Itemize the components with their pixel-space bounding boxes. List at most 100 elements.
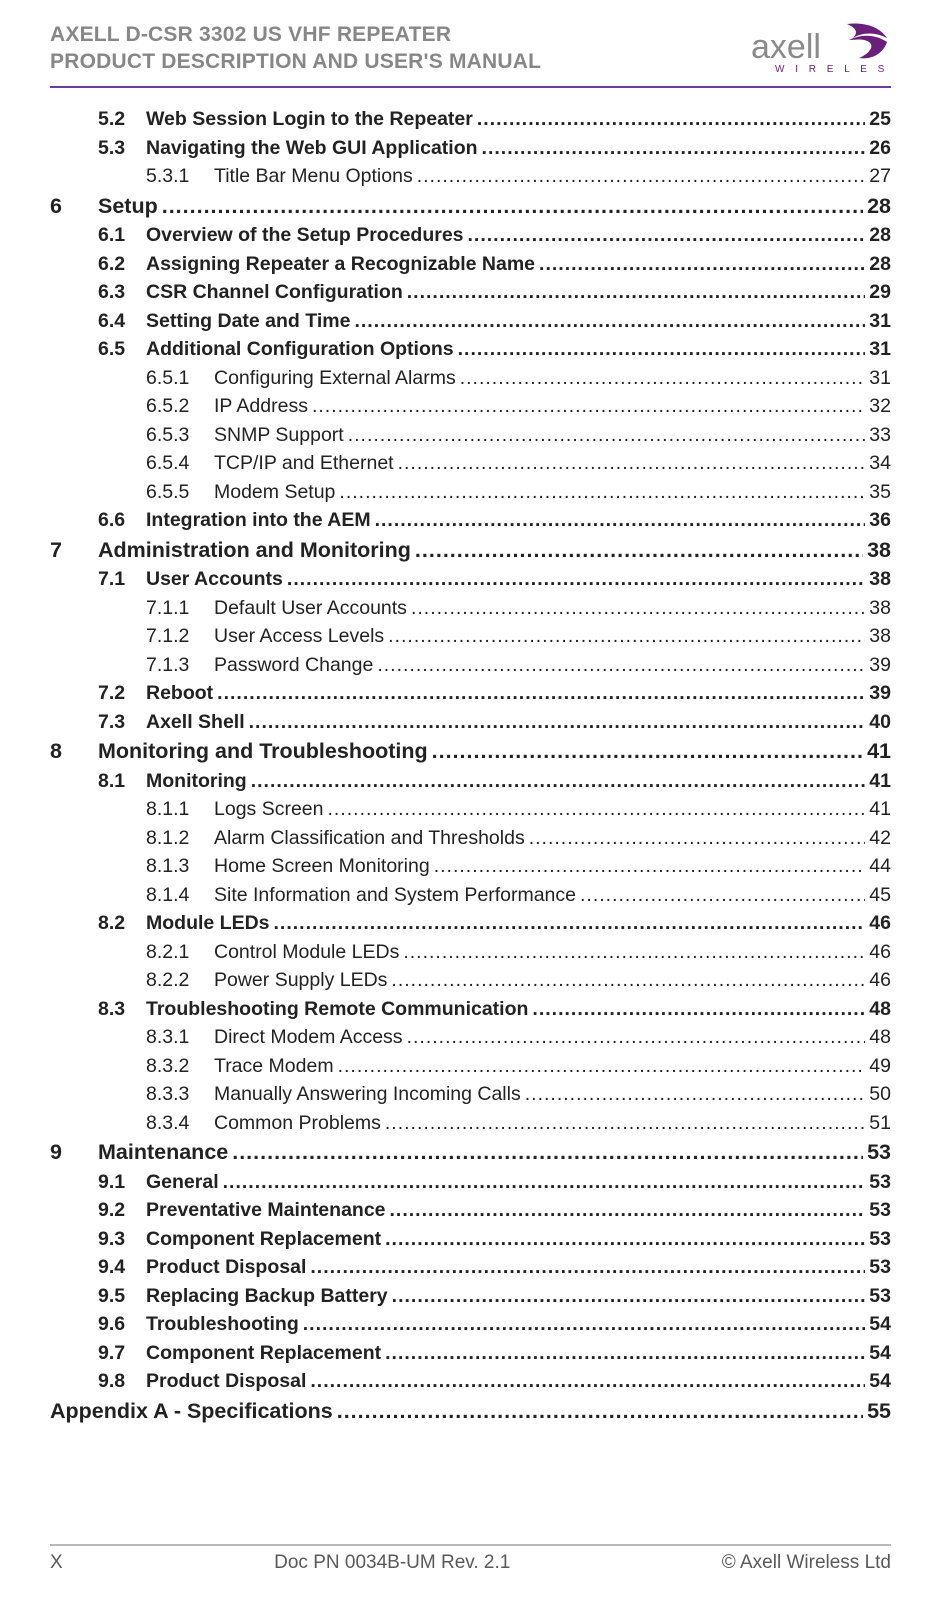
toc-leader-dots	[434, 857, 866, 877]
toc-entry: 5.2Web Session Login to the Repeater25	[50, 110, 891, 130]
toc-leader-dots	[348, 426, 866, 446]
toc-entry-title: Monitoring and Troubleshooting	[98, 741, 428, 763]
toc-entry-title: Assigning Repeater a Recognizable Name	[146, 255, 535, 275]
toc-entry: 6.5.5Modem Setup35	[50, 483, 891, 503]
toc-entry-page: 35	[869, 483, 891, 503]
toc-entry-title: TCP/IP and Ethernet	[214, 454, 394, 474]
toc-entry: 6.5.1Configuring External Alarms31	[50, 369, 891, 389]
toc-entry-title: Home Screen Monitoring	[214, 857, 430, 877]
toc-entry: 6.1Overview of the Setup Procedures28	[50, 226, 891, 246]
toc-entry-number: 6.5.2	[146, 397, 214, 417]
toc-entry-page: 48	[869, 1000, 891, 1020]
toc-entry-page: 42	[869, 829, 891, 849]
toc-entry-title: Default User Accounts	[214, 599, 407, 619]
toc-entry-title: Password Change	[214, 656, 373, 676]
toc-entry-title: Component Replacement	[146, 1230, 381, 1250]
toc-entry: 6.2Assigning Repeater a Recognizable Nam…	[50, 255, 891, 275]
toc-entry: 9.8Product Disposal54	[50, 1372, 891, 1392]
toc-entry-number: 6	[50, 196, 98, 218]
toc-entry-title: Direct Modem Access	[214, 1028, 403, 1048]
toc-entry: 9.5Replacing Backup Battery53	[50, 1287, 891, 1307]
toc-entry-number: 5.3.1	[146, 167, 214, 187]
toc-entry-page: 46	[869, 971, 891, 991]
header-line-2: PRODUCT DESCRIPTION AND USER'S MANUAL	[50, 49, 541, 76]
toc-entry-page: 38	[869, 599, 891, 619]
toc-entry: 7.3Axell Shell40	[50, 713, 891, 733]
toc-entry-title: Troubleshooting Remote Communication	[146, 1000, 528, 1020]
toc-entry-number: 6.2	[98, 255, 146, 275]
toc-leader-dots	[249, 713, 866, 733]
toc-entry-title: Component Replacement	[146, 1344, 381, 1364]
toc-leader-dots	[337, 1401, 863, 1423]
toc-entry-title: Setting Date and Time	[146, 312, 350, 332]
toc-entry-number: 8.2.1	[146, 943, 214, 963]
toc-entry-number: 8.3.2	[146, 1057, 214, 1077]
toc-entry-page: 41	[867, 741, 891, 763]
toc-entry-title: Monitoring	[146, 772, 247, 792]
toc-leader-dots	[338, 1057, 866, 1077]
toc-entry: 6.5.3SNMP Support33	[50, 426, 891, 446]
toc-entry: 9.1General53	[50, 1173, 891, 1193]
toc-entry-title: Navigating the Web GUI Application	[146, 139, 478, 159]
toc-entry-number: 5.2	[98, 110, 146, 130]
toc-entry-page: 45	[869, 886, 891, 906]
toc-entry-page: 40	[869, 713, 891, 733]
toc-entry-number: 6.1	[98, 226, 146, 246]
toc-entry-number: 9.2	[98, 1201, 146, 1221]
toc-entry-number: 8.2.2	[146, 971, 214, 991]
toc-leader-dots	[482, 139, 866, 159]
axell-logo-icon: axell W I R E L E S S	[751, 20, 891, 80]
toc-entry-title: User Accounts	[146, 570, 283, 590]
toc-leader-dots	[529, 829, 866, 849]
toc-leader-dots	[392, 1287, 866, 1307]
toc-leader-dots	[339, 483, 865, 503]
toc-entry-title: Administration and Monitoring	[98, 540, 411, 562]
toc-entry: 8.2.2Power Supply LEDs46	[50, 971, 891, 991]
toc-entry: 8.1.4Site Information and System Perform…	[50, 886, 891, 906]
toc-entry-number: 9.8	[98, 1372, 146, 1392]
toc-entry-title: CSR Channel Configuration	[146, 283, 403, 303]
toc-entry: 9.2Preventative Maintenance53	[50, 1201, 891, 1221]
toc-entry: 7.1.1Default User Accounts38	[50, 599, 891, 619]
toc-entry-page: 28	[867, 196, 891, 218]
toc-leader-dots	[385, 1114, 865, 1134]
toc-entry-number: 9	[50, 1142, 98, 1164]
toc-entry-page: 54	[869, 1315, 891, 1335]
toc-entry-number: 6.4	[98, 312, 146, 332]
toc-entry: 8.3.1Direct Modem Access48	[50, 1028, 891, 1048]
toc-leader-dots	[407, 283, 866, 303]
toc-entry-page: 39	[869, 656, 891, 676]
toc-entry-title: Trace Modem	[214, 1057, 334, 1077]
footer-line: X Doc PN 0034B-UM Rev. 2.1 © Axell Wirel…	[50, 1552, 891, 1574]
toc-entry: 6.5Additional Configuration Options31	[50, 340, 891, 360]
toc-entry-number: 9.1	[98, 1173, 146, 1193]
toc-entry-page: 54	[869, 1344, 891, 1364]
toc-leader-dots	[310, 1258, 865, 1278]
toc-entry-page: 36	[869, 511, 891, 531]
toc-entry: 7Administration and Monitoring38	[50, 540, 891, 562]
toc-leader-dots	[415, 540, 863, 562]
toc-entry-number: 8.1.4	[146, 886, 214, 906]
toc-entry-number: 7.1.2	[146, 627, 214, 647]
toc-entry-number: 9.6	[98, 1315, 146, 1335]
toc-leader-dots	[375, 511, 866, 531]
footer-left: X	[50, 1552, 63, 1574]
toc-entry-title: Configuring External Alarms	[214, 369, 456, 389]
toc-entry-title: Integration into the AEM	[146, 511, 371, 531]
toc-entry-page: 34	[869, 454, 891, 474]
toc-entry-page: 38	[867, 540, 891, 562]
toc-entry: 8.1.3Home Screen Monitoring44	[50, 857, 891, 877]
toc-entry-number: 8.1.2	[146, 829, 214, 849]
toc-leader-dots	[377, 656, 865, 676]
toc-entry-number: 8	[50, 741, 98, 763]
toc-leader-dots	[385, 1230, 865, 1250]
toc-entry-title: Control Module LEDs	[214, 943, 399, 963]
toc-entry-page: 31	[869, 312, 891, 332]
toc-entry-number: 5.3	[98, 139, 146, 159]
toc-entry-number: 7.1	[98, 570, 146, 590]
toc-entry-page: 38	[869, 627, 891, 647]
toc-entry: 8Monitoring and Troubleshooting 41	[50, 741, 891, 763]
toc-entry-title: Manually Answering Incoming Calls	[214, 1085, 521, 1105]
toc-entry-title: Reboot	[146, 684, 213, 704]
toc-leader-dots	[407, 1028, 866, 1048]
